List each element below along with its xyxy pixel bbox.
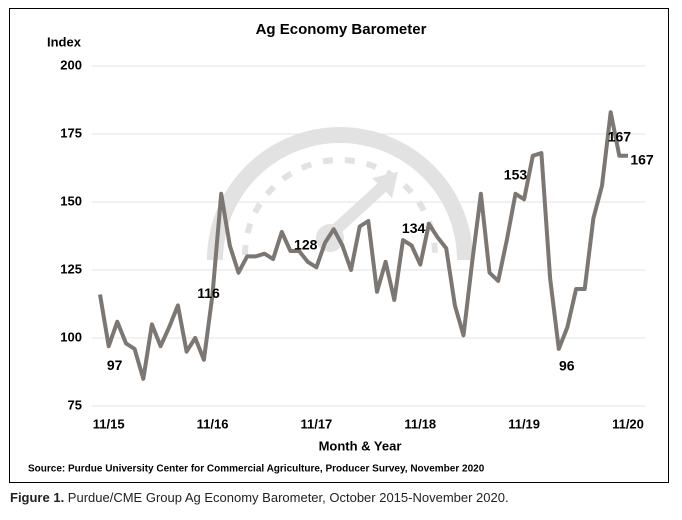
y-tick-label: 150 (60, 193, 82, 208)
x-tick-label: 11/17 (300, 416, 332, 431)
chart-title: Ag Economy Barometer (256, 21, 427, 38)
x-axis-title: Month & Year (319, 438, 402, 453)
y-tick-label: 125 (60, 261, 82, 276)
y-tick-label: 75 (68, 397, 82, 412)
caption-label: Figure 1. (10, 490, 65, 505)
y-tick-label: 100 (60, 329, 82, 344)
chart-frame (9, 8, 669, 483)
data-label: 153 (504, 167, 528, 183)
line (98, 110, 628, 381)
data-label: 116 (197, 285, 220, 301)
x-tick-label: 11/16 (197, 416, 229, 431)
x-tick-label: 11/18 (404, 416, 436, 431)
x-tick-label: 11/15 (93, 416, 125, 431)
data-label: 167 (630, 151, 654, 167)
chart: Ag Economy Barometer Index Month & Year … (9, 8, 669, 483)
data-label: 97 (107, 357, 123, 373)
x-tick-label: 11/19 (508, 416, 540, 431)
x-tick-label: 11/20 (612, 416, 644, 431)
source: Source: Purdue University Center for Com… (28, 464, 485, 475)
caption-text: Purdue/CME Group Ag Economy Barometer, O… (64, 490, 509, 505)
data-label: 128 (294, 237, 318, 253)
data-label: 134 (402, 220, 426, 236)
caption: Figure 1. Purdue/CME Group Ag Economy Ba… (10, 490, 509, 505)
data-label: 96 (559, 358, 575, 374)
y-axis-title: Index (47, 34, 82, 49)
watermark (207, 127, 473, 261)
y-tick-label: 175 (60, 125, 82, 140)
y-tick-label: 200 (60, 57, 82, 72)
data-label: 167 (608, 128, 632, 144)
